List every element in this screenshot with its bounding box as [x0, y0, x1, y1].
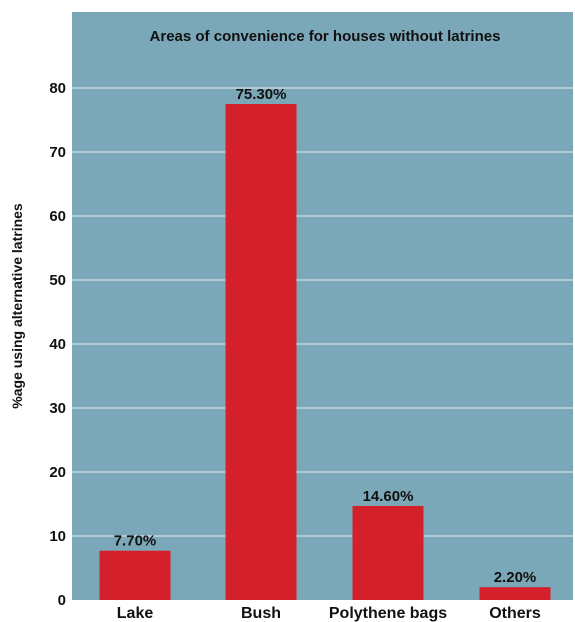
y-axis-label: %age using alternative latrines	[9, 203, 25, 409]
bars	[99, 104, 551, 600]
plot-area	[72, 12, 573, 600]
y-tick-label: 70	[49, 144, 66, 161]
data-label: 14.60%	[363, 488, 414, 505]
data-label: 2.20%	[494, 569, 537, 586]
bar	[225, 104, 297, 600]
x-tick-label: Others	[489, 605, 541, 622]
y-tick-label: 40	[49, 336, 66, 353]
chart-title: Areas of convenience for houses without …	[150, 28, 501, 45]
y-tick-label: 20	[49, 464, 66, 481]
x-tick-label: Bush	[241, 605, 281, 622]
y-tick-label: 0	[58, 592, 66, 609]
gridlines	[72, 87, 573, 537]
x-axis-labels: Lake Bush Polythene bags Others	[117, 605, 541, 622]
data-label: 7.70%	[114, 533, 157, 550]
bar	[479, 587, 551, 600]
x-tick-label: Polythene bags	[329, 605, 447, 622]
x-tick-label: Lake	[117, 605, 154, 622]
y-tick-label: 30	[49, 400, 66, 417]
y-tick-label: 50	[49, 272, 66, 289]
y-tick-label: 10	[49, 528, 66, 545]
y-tick-label: 80	[49, 80, 66, 97]
y-tick-label: 60	[49, 208, 66, 225]
bar	[352, 505, 424, 600]
data-labels: 7.70% 75.30% 14.60% 2.20%	[114, 86, 537, 586]
y-axis-ticks: 0 10 20 30 40 50 60 70 80	[49, 80, 66, 609]
data-label: 75.30%	[236, 86, 287, 103]
bar	[99, 550, 171, 600]
